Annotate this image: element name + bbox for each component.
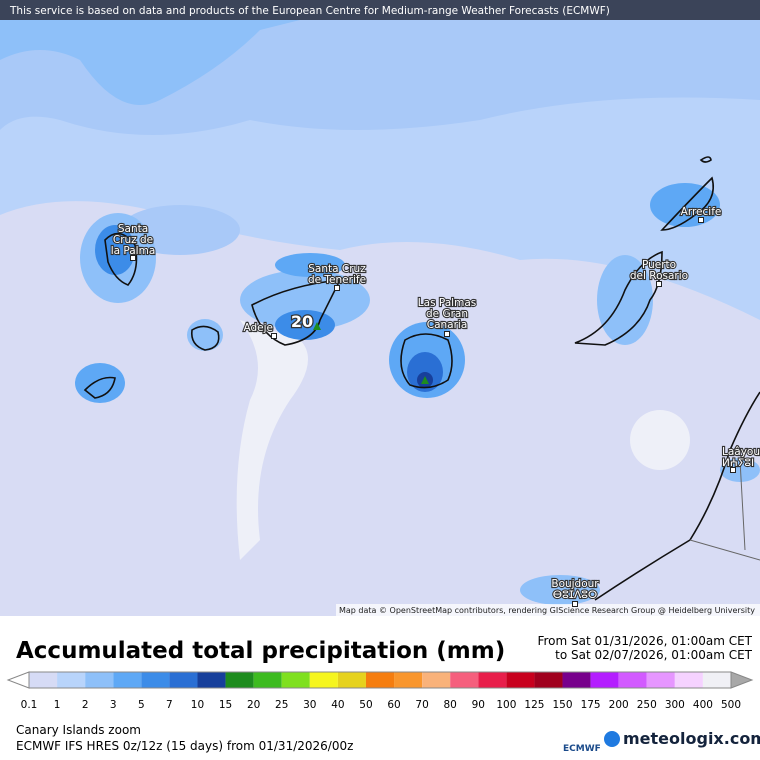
banner: This service is based on data and produc… <box>9 5 610 17</box>
map: 20 This service is based on data and pro… <box>0 0 760 616</box>
color-box <box>113 672 142 688</box>
attribution: Map data © OpenStreetMap contributors, r… <box>339 606 755 615</box>
colorbar-tick: 20 <box>247 699 260 711</box>
color-box <box>309 672 338 688</box>
colorbar-tick: 500 <box>721 699 741 711</box>
colorbar-tick: 70 <box>415 699 428 711</box>
colorbar-tick: 5 <box>138 699 145 711</box>
under-triangle <box>6 671 30 689</box>
color-box <box>590 672 619 688</box>
place-label: de Tenerife <box>308 274 366 286</box>
colorbar-tick: 2 <box>82 699 89 711</box>
color-box <box>618 672 647 688</box>
colorbar-tick: 125 <box>524 699 544 711</box>
color-box <box>422 672 451 688</box>
place-label: del Rosario <box>630 270 688 282</box>
colorbar-tick: 100 <box>496 699 516 711</box>
colorbar-tick: 1 <box>54 699 61 711</box>
color-box <box>534 672 563 688</box>
place-dot <box>730 467 736 473</box>
color-box <box>365 672 395 688</box>
colorbar-tick: 50 <box>359 699 372 711</box>
place-label: Boujdour <box>551 578 599 590</box>
period-to: to Sat 02/07/2026, 01:00am CET <box>555 648 752 662</box>
colorbar-tick: 30 <box>303 699 316 711</box>
colorbar-tick: 300 <box>665 699 685 711</box>
color-box <box>141 672 170 688</box>
model-info: ECMWF IFS HRES 0z/12z (15 days) from 01/… <box>16 739 354 753</box>
colorbar-tick: 0.1 <box>21 699 38 711</box>
place-dot <box>130 255 136 261</box>
place-label: Cruz de <box>113 234 153 246</box>
colorbar-tick: 15 <box>219 699 232 711</box>
colorbar-tick: 25 <box>275 699 288 711</box>
place-label: ⴱⵓⵊⴷⵓⵔ <box>553 589 597 601</box>
color-box <box>646 672 675 688</box>
color-box <box>225 672 254 688</box>
place-label: Santa Cruz <box>308 263 366 275</box>
period-from: From Sat 01/31/2026, 01:00am CET <box>537 634 752 648</box>
over-triangle <box>730 671 754 689</box>
place-dot <box>271 333 277 339</box>
color-box <box>253 672 282 688</box>
place-dot <box>698 217 704 223</box>
colorbar-tick: 175 <box>581 699 601 711</box>
colorbar-frame <box>28 671 732 689</box>
place-label: Laâyoune <box>722 446 760 458</box>
color-box <box>450 672 479 688</box>
color-box <box>478 672 507 688</box>
color-box <box>29 672 58 688</box>
legend-title: Accumulated total precipitation (mm) <box>16 638 506 664</box>
place-label: Las Palmas <box>418 297 476 309</box>
region: Canary Islands zoom <box>16 723 141 737</box>
colorbar-tick: 150 <box>552 699 572 711</box>
place-label: de Gran <box>426 308 468 320</box>
place-label: Adeje <box>243 322 273 334</box>
color-box <box>281 672 310 688</box>
brand: meteologix.com <box>623 729 760 748</box>
place-dot <box>334 285 340 291</box>
colorbar-tick: 40 <box>331 699 344 711</box>
colorbar-tick: 3 <box>110 699 117 711</box>
colorbar-tick: 90 <box>472 699 485 711</box>
place-label: Puerto <box>642 259 676 271</box>
color-box <box>169 672 198 688</box>
place-dot <box>656 281 662 287</box>
color-box <box>337 672 366 688</box>
color-box <box>57 672 86 688</box>
color-box <box>562 672 591 688</box>
colorbar: 0.1 1 2 3 5 7 10 15 20 25 30 40 50 60 70 80 90 100 125 150 1… <box>6 671 754 711</box>
colorbar-tick: 400 <box>693 699 713 711</box>
colorbar-tick: 250 <box>637 699 657 711</box>
color-box <box>85 672 114 688</box>
colorbar-tick: 7 <box>166 699 173 711</box>
color-box <box>394 672 423 688</box>
colorbar-tick: 200 <box>609 699 629 711</box>
place-dot <box>444 331 450 337</box>
place-label: Santa <box>118 223 148 235</box>
max-marker: 20 <box>291 312 313 331</box>
place-label: Arrecife <box>681 206 722 218</box>
color-box <box>197 672 226 688</box>
colorbar-tick: 60 <box>387 699 400 711</box>
color-box <box>506 672 535 688</box>
place-dot <box>572 601 578 607</box>
colorbar-tick: 80 <box>444 699 457 711</box>
ecmwf-logo: ECMWF <box>563 744 601 754</box>
color-box <box>674 672 703 688</box>
place-label: la Palma <box>111 245 156 257</box>
place-label: ⵍⵄⵢⵓⵏ <box>722 457 754 469</box>
place-label: Canaria <box>427 319 468 331</box>
brand-icon <box>604 731 620 747</box>
colorbar-tick: 10 <box>191 699 204 711</box>
color-box <box>702 672 731 688</box>
